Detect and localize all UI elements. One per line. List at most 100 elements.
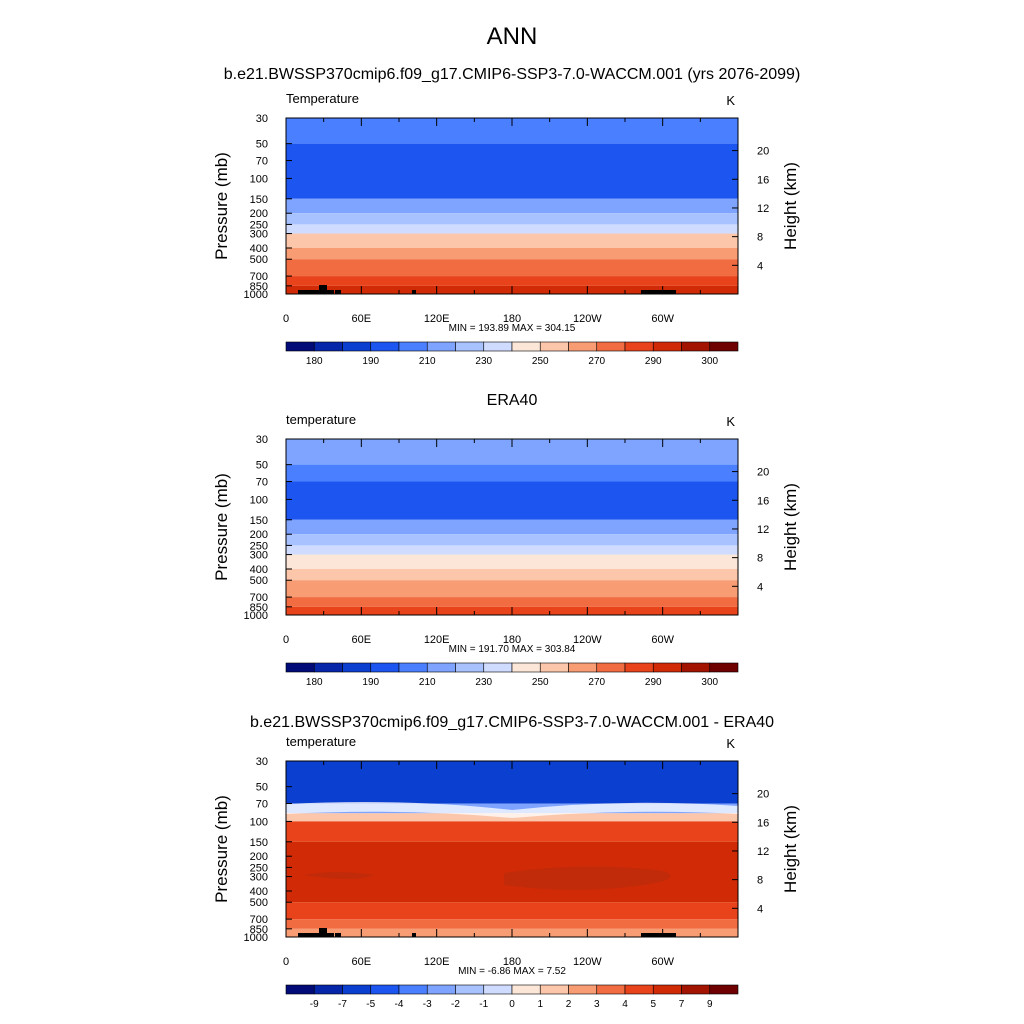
colorbar-swatch: [681, 662, 711, 673]
terrain-mask: [298, 290, 334, 294]
y-tick-label: 400: [250, 243, 268, 255]
y-axis-label: Pressure (mb): [212, 473, 231, 581]
x-tick-label: 180: [503, 634, 521, 646]
y-tick-label: 50: [256, 460, 268, 472]
colorbar-swatch: [426, 984, 456, 995]
colorbar-swatch: [426, 662, 456, 673]
chart-variable-label-2: temperature: [286, 412, 356, 427]
y2-tick-label: 8: [757, 875, 763, 887]
colorbar-label: 9: [707, 999, 713, 1010]
colorbar-swatch: [342, 984, 372, 995]
colorbar-swatch: [313, 662, 343, 673]
terrain-mask: [335, 290, 341, 294]
chart-variable-label-3: temperature: [286, 734, 356, 749]
level-band: [286, 224, 738, 234]
colorbar-swatch: [539, 662, 569, 673]
colorbar-label: 190: [362, 677, 379, 688]
x-tick-label: 180: [503, 313, 521, 325]
level-band: [286, 213, 738, 225]
y2-tick-label: 4: [757, 581, 763, 593]
x-tick-label: 0: [283, 956, 289, 968]
y2-tick-label: 12: [757, 846, 769, 858]
x-tick-label: 60E: [352, 956, 372, 968]
level-band: [286, 248, 738, 260]
y-tick-label: 50: [256, 139, 268, 151]
colorbar-swatch: [370, 662, 400, 673]
x-tick-label: 60E: [352, 634, 372, 646]
colorbar-swatch: [652, 984, 682, 995]
y-tick-label: 200: [250, 208, 268, 220]
y-tick-label: 1000: [244, 289, 268, 301]
colorbar-label: 3: [594, 999, 600, 1010]
colorbar-label: 290: [645, 677, 662, 688]
y-tick-label: 30: [256, 756, 268, 768]
terrain-mask: [641, 933, 676, 937]
colorbar-swatch: [370, 341, 400, 352]
terrain-mask: [335, 933, 341, 937]
y2-tick-label: 20: [757, 789, 769, 801]
y-tick-label: 30: [256, 434, 268, 446]
y2-tick-label: 4: [757, 260, 763, 272]
page-title: ANN: [487, 23, 538, 50]
chart-units-2: K: [726, 414, 735, 429]
colorbar-swatch: [568, 341, 598, 352]
y-tick-label: 150: [250, 837, 268, 849]
colorbar-swatch: [709, 341, 739, 352]
y2-tick-label: 12: [757, 203, 769, 215]
x-tick-label: 60W: [651, 634, 674, 646]
colorbar-swatch: [455, 984, 485, 995]
chart-variable-label-1: Temperature: [286, 91, 359, 106]
colorbar-swatch: [342, 662, 372, 673]
y-tick-label: 70: [256, 799, 268, 811]
y2-tick-label: 20: [757, 467, 769, 479]
colorbar-swatch: [709, 984, 739, 995]
colorbar-swatch: [624, 984, 654, 995]
colorbar-label: 4: [622, 999, 628, 1010]
level-band: [286, 569, 738, 581]
y-tick-label: 100: [250, 494, 268, 506]
colorbar-swatch: [426, 341, 456, 352]
level-band: [286, 481, 738, 520]
warm-anomaly-core: [304, 872, 374, 879]
y2-tick-label: 20: [757, 146, 769, 158]
colorbar-swatch: [483, 341, 513, 352]
colorbar-label: 210: [419, 677, 436, 688]
colorbar-swatch: [539, 984, 569, 995]
x-tick-label: 60W: [651, 956, 674, 968]
y-tick-label: 300: [250, 229, 268, 241]
colorbar-swatch: [398, 662, 428, 673]
colorbar-label: 180: [306, 677, 323, 688]
y-tick-label: 850: [250, 281, 268, 293]
colorbar-swatch: [455, 341, 485, 352]
colorbar-swatch: [398, 341, 428, 352]
y-tick-label: 700: [250, 271, 268, 283]
colorbar-swatch: [285, 662, 315, 673]
level-band: [286, 919, 738, 929]
level-band: [286, 554, 738, 570]
level-band: [286, 902, 738, 920]
colorbar-swatch: [398, 984, 428, 995]
colorbar-swatch: [511, 984, 541, 995]
x-tick-label: 180: [503, 956, 521, 968]
level-band: [286, 233, 738, 249]
y-tick-label: 400: [250, 886, 268, 898]
y2-tick-label: 8: [757, 232, 763, 244]
zero-contour-band: [286, 802, 738, 818]
y-tick-label: 150: [250, 194, 268, 206]
colorbar-label: -3: [423, 999, 432, 1010]
y2-tick-label: 16: [757, 174, 769, 186]
level-band: [286, 198, 738, 214]
colorbar-label: 230: [475, 356, 492, 367]
y-tick-label: 250: [250, 862, 268, 874]
colorbar-label: 0: [509, 999, 515, 1010]
colorbar-swatch: [681, 341, 711, 352]
level-band: [286, 580, 738, 598]
chart-panel-2: ERA40 temperature K 0 60E 120E 180 120W 60W 30 50 7…: [212, 392, 800, 688]
colorbar-label: 2: [566, 999, 572, 1010]
colorbar-swatch: [313, 341, 343, 352]
y-tick-label: 30: [256, 113, 268, 125]
colorbar-swatch: [652, 341, 682, 352]
colorbar-label: 5: [650, 999, 656, 1010]
y2-tick-label: 8: [757, 553, 763, 565]
panels: b.e21.BWSSP370cmip6.f09_g17.CMIP6-SSP3-7…: [212, 66, 800, 1010]
